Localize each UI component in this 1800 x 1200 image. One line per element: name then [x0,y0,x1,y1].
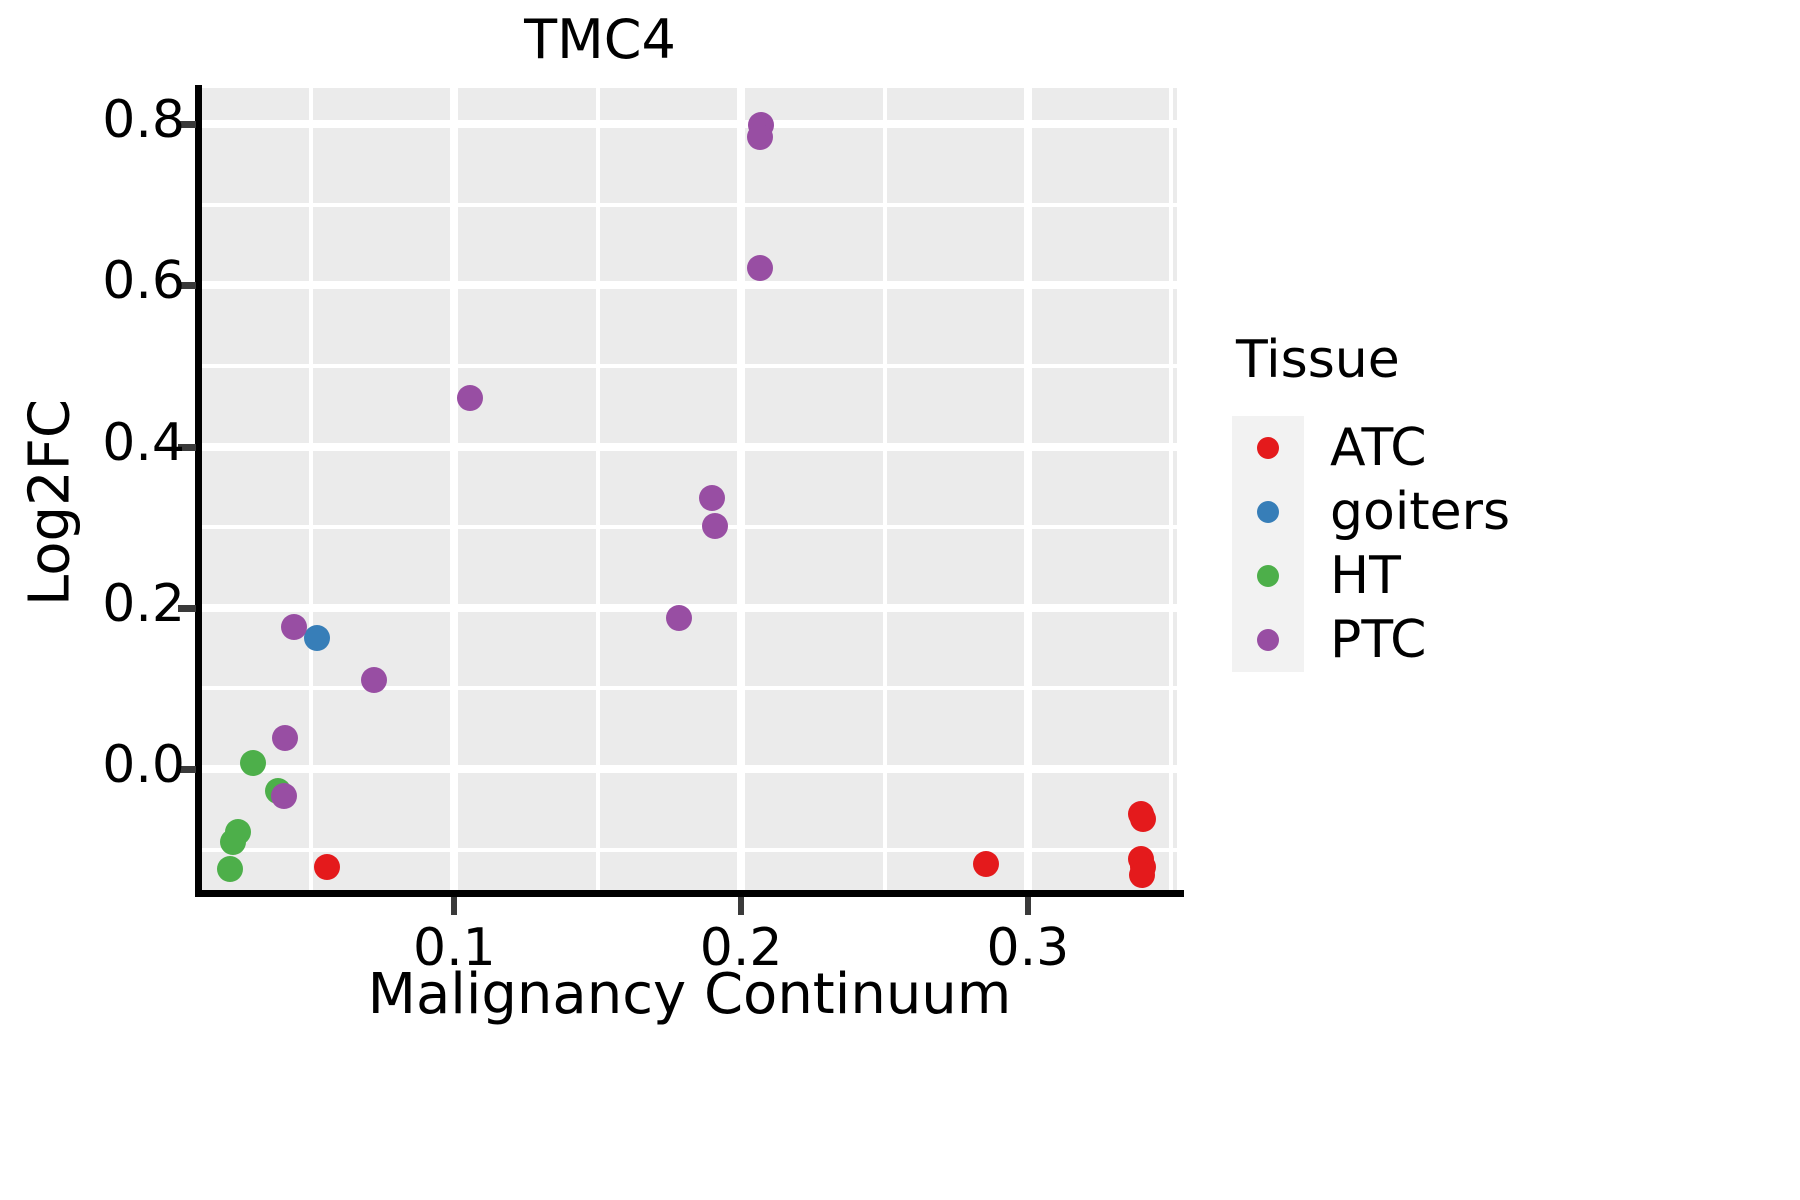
data-point-ptc [702,513,729,540]
legend-key-goiters [1232,480,1304,544]
data-point-ptc [270,782,297,809]
gridline-x-minor [1169,88,1174,894]
legend-label: goiters [1330,482,1511,542]
data-point-ptc [272,724,299,751]
legend: Tissue ATC goiters HT PTC [1232,330,1652,672]
y-tick-mark [178,604,196,612]
gridline-x-minor [595,88,600,894]
data-point-goiters [303,624,330,651]
legend-item-goiters[interactable]: goiters [1232,480,1652,544]
y-axis-line [195,85,202,897]
y-tick-mark [178,443,196,451]
gridline-x-minor [882,88,887,894]
gridline-y-major [202,281,1177,290]
data-point-ptc [361,666,388,693]
legend-dot-icon [1257,437,1279,459]
gridline-y-major [202,603,1177,612]
y-tick-label: 0.8 [102,90,185,151]
gridline-y-minor [202,686,1177,691]
x-axis-title: Malignancy Continuum [367,962,1012,1027]
x-tick-label: 0.2 [699,918,783,978]
legend-label: PTC [1330,610,1427,670]
y-tick-label: 0.4 [102,412,185,473]
gridline-y-minor [202,364,1177,369]
x-tick-mark [1024,897,1031,915]
data-point-atc [313,854,340,881]
data-point-atc [1129,806,1156,833]
legend-key-atc [1232,416,1304,480]
legend-label: ATC [1330,418,1427,478]
data-point-ht [217,856,244,882]
gridline-y-major [202,765,1177,774]
x-tick-mark [451,897,458,915]
legend-label: HT [1330,546,1401,606]
chart-title: TMC4 [524,8,676,71]
x-axis-line [195,890,1184,897]
y-tick-label: 0.6 [102,251,185,312]
plot-panel [202,88,1177,894]
data-point-ptc [746,254,773,281]
gridline-x-major [737,88,746,894]
y-tick-mark [178,282,196,290]
y-axis-title: Log2FC [17,399,83,606]
gridline-y-major [202,120,1177,129]
y-tick-label: 0.0 [102,735,185,796]
x-tick-label: 0.3 [986,918,1070,978]
gridline-y-minor [202,202,1177,207]
data-point-ptc [457,384,484,411]
gridline-x-major [1023,88,1032,894]
legend-key-ht [1232,544,1304,608]
gridline-y-major [202,442,1177,451]
legend-item-ptc[interactable]: PTC [1232,608,1652,672]
y-tick-mark [178,121,196,129]
legend-title: Tissue [1236,330,1400,390]
gridline-y-minor [202,525,1177,530]
data-point-ptc [666,605,693,632]
data-point-ht [240,749,267,776]
legend-item-ht[interactable]: HT [1232,544,1652,608]
legend-key-ptc [1232,608,1304,672]
legend-item-atc[interactable]: ATC [1232,416,1652,480]
gridline-y-minor [202,847,1177,852]
legend-items: ATC goiters HT PTC [1232,416,1652,672]
legend-dot-icon [1257,629,1279,651]
x-tick-mark [738,897,745,915]
x-tick-label: 0.1 [412,918,496,978]
legend-dot-icon [1257,565,1279,587]
y-tick-label: 0.2 [102,573,185,634]
data-point-ptc [280,614,307,641]
gridline-x-minor [308,88,313,894]
data-point-ht [219,828,246,855]
gridline-x-major [450,88,459,894]
data-point-atc [1129,861,1155,888]
legend-dot-icon [1257,501,1279,523]
data-point-ptc [699,485,726,512]
data-point-atc [973,851,1000,878]
data-point-ptc [746,124,773,151]
y-tick-mark [178,766,196,774]
